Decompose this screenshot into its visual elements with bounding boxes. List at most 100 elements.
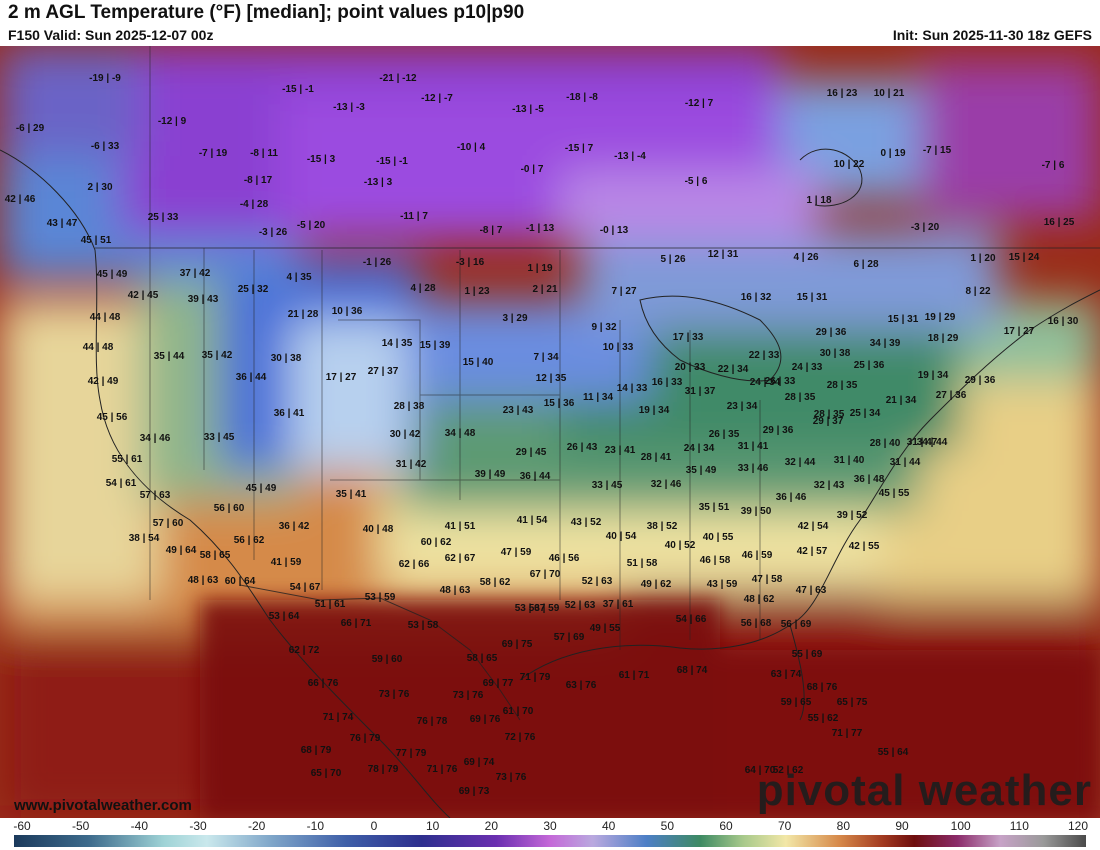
point-value: -7 | 6 [1042, 160, 1065, 171]
point-value: 33 | 46 [738, 463, 769, 474]
point-value: 27 | 36 [936, 390, 967, 401]
scale-tick: 90 [895, 819, 909, 833]
point-value: 21 | 28 [288, 309, 319, 320]
us-mexico-border [239, 584, 521, 721]
point-value: 34 | 44 [917, 437, 948, 448]
point-value: 56 | 69 [781, 619, 812, 630]
point-value: -5 | 20 [297, 220, 326, 231]
point-value: 27 | 37 [368, 366, 399, 377]
scale-tick: -30 [189, 819, 207, 833]
point-value: 23 | 34 [727, 401, 758, 412]
point-value: 37 | 42 [180, 268, 211, 279]
point-value: 59 | 65 [781, 697, 812, 708]
great-lakes [639, 295, 782, 382]
point-value: 66 | 71 [341, 618, 372, 629]
point-value: 28 | 35 [785, 392, 816, 403]
point-value: -4 | 28 [240, 199, 269, 210]
point-value: 9 | 32 [591, 322, 616, 333]
site-credit[interactable]: www.pivotalweather.com [14, 797, 192, 814]
point-value: 30 | 42 [390, 429, 421, 440]
point-value: 48 | 62 [744, 594, 775, 605]
point-value: 69 | 77 [483, 678, 514, 689]
point-value: 32 | 44 [785, 457, 816, 468]
point-value: 25 | 32 [238, 284, 269, 295]
point-value: 66 | 76 [308, 678, 339, 689]
point-value: 34 | 46 [140, 433, 171, 444]
scale-tick: 50 [660, 819, 675, 833]
point-value: 29 | 36 [965, 375, 996, 386]
color-scale: -60 -50 -40 -30 -20 -10 0 10 20 30 40 50 60 70 80 90 100… [0, 818, 1100, 850]
east-coast [789, 289, 1100, 626]
point-value: 33 | 45 [204, 432, 235, 443]
point-value: 52 | 62 [773, 765, 804, 776]
point-value: 45 | 49 [97, 269, 128, 280]
point-value: 40 | 52 [665, 540, 696, 551]
point-value: -15 | 3 [307, 154, 336, 165]
point-value: -12 | 9 [158, 116, 187, 127]
point-value: 35 | 41 [336, 489, 367, 500]
point-value: 53 | 67 [515, 603, 546, 614]
point-value: 19 | 29 [925, 312, 956, 323]
temperature-map[interactable]: -19 | -9 -6 | 29 -12 | 9 -6 | 33 -15 | -1 -21… [0, 46, 1100, 818]
point-value: 1 | 19 [527, 263, 552, 274]
point-value: -8 | 17 [244, 175, 273, 186]
point-value: 56 | 62 [234, 535, 265, 546]
point-value: 15 | 31 [888, 314, 919, 325]
point-value: 42 | 49 [88, 376, 119, 387]
point-value: 19 | 34 [918, 370, 949, 381]
point-value: 21 | 34 [886, 395, 917, 406]
borders [0, 46, 1100, 818]
point-value: 54 | 67 [290, 582, 321, 593]
point-value: 52 | 63 [582, 576, 613, 587]
point-value: 34 | 39 [870, 338, 901, 349]
point-value: -18 | -8 [566, 92, 598, 103]
point-value: 30 | 38 [820, 348, 851, 359]
gulf-coast [519, 624, 791, 681]
west-coast [0, 149, 451, 818]
point-value: 1 | 18 [806, 195, 831, 206]
point-value: 45 | 51 [81, 235, 112, 246]
point-value: 69 | 76 [470, 714, 501, 725]
point-value: 15 | 36 [544, 398, 575, 409]
point-value: 40 | 54 [606, 531, 637, 542]
point-value: 71 | 79 [520, 672, 551, 683]
point-value: -6 | 33 [91, 141, 120, 152]
scale-tick: 0 [370, 819, 378, 833]
point-value: 36 | 46 [776, 492, 807, 503]
point-value: 41 | 54 [517, 515, 548, 526]
point-value: 65 | 70 [311, 768, 342, 779]
point-value: 18 | 29 [928, 333, 959, 344]
point-value: -15 | -1 [376, 156, 408, 167]
point-value: 10 | 21 [874, 88, 905, 99]
point-value: 31 | 47 [907, 437, 938, 448]
point-value: 26 | 43 [567, 442, 598, 453]
point-value: -12 | -7 [421, 93, 453, 104]
point-value: 62 | 66 [399, 559, 430, 570]
point-value: 57 | 63 [140, 490, 171, 501]
point-value: 39 | 43 [188, 294, 219, 305]
point-value: 11 | 34 [583, 392, 613, 403]
point-value: 60 | 62 [421, 537, 452, 548]
point-value: 16 | 33 [652, 377, 683, 388]
point-value: -0 | 13 [600, 225, 629, 236]
point-value: 57 | 69 [554, 632, 585, 643]
scale-tick: 60 [719, 819, 733, 833]
point-value: 61 | 71 [619, 670, 650, 681]
point-value: 10 | 33 [603, 342, 634, 353]
point-value: 31 | 42 [396, 459, 427, 470]
map-title: 2 m AGL Temperature (°F) [median]; point… [8, 2, 525, 23]
point-value: 69 | 73 [459, 786, 490, 797]
point-value: 78 | 79 [368, 764, 399, 775]
point-value: 28 | 35 [827, 380, 858, 391]
point-value: 55 | 69 [792, 649, 823, 660]
point-value: 10 | 22 [834, 159, 865, 170]
point-value: 62 | 72 [289, 645, 320, 656]
point-value: 46 | 59 [742, 550, 773, 561]
scale-tick: 40 [601, 819, 616, 833]
point-value: 43 | 52 [571, 517, 602, 528]
point-value: 48 | 63 [188, 575, 219, 586]
point-value: 28 | 38 [394, 401, 425, 412]
point-value: 31 | 44 [890, 457, 921, 468]
point-value: 71 | 76 [427, 764, 458, 775]
point-value: 24 | 34 [750, 377, 781, 388]
